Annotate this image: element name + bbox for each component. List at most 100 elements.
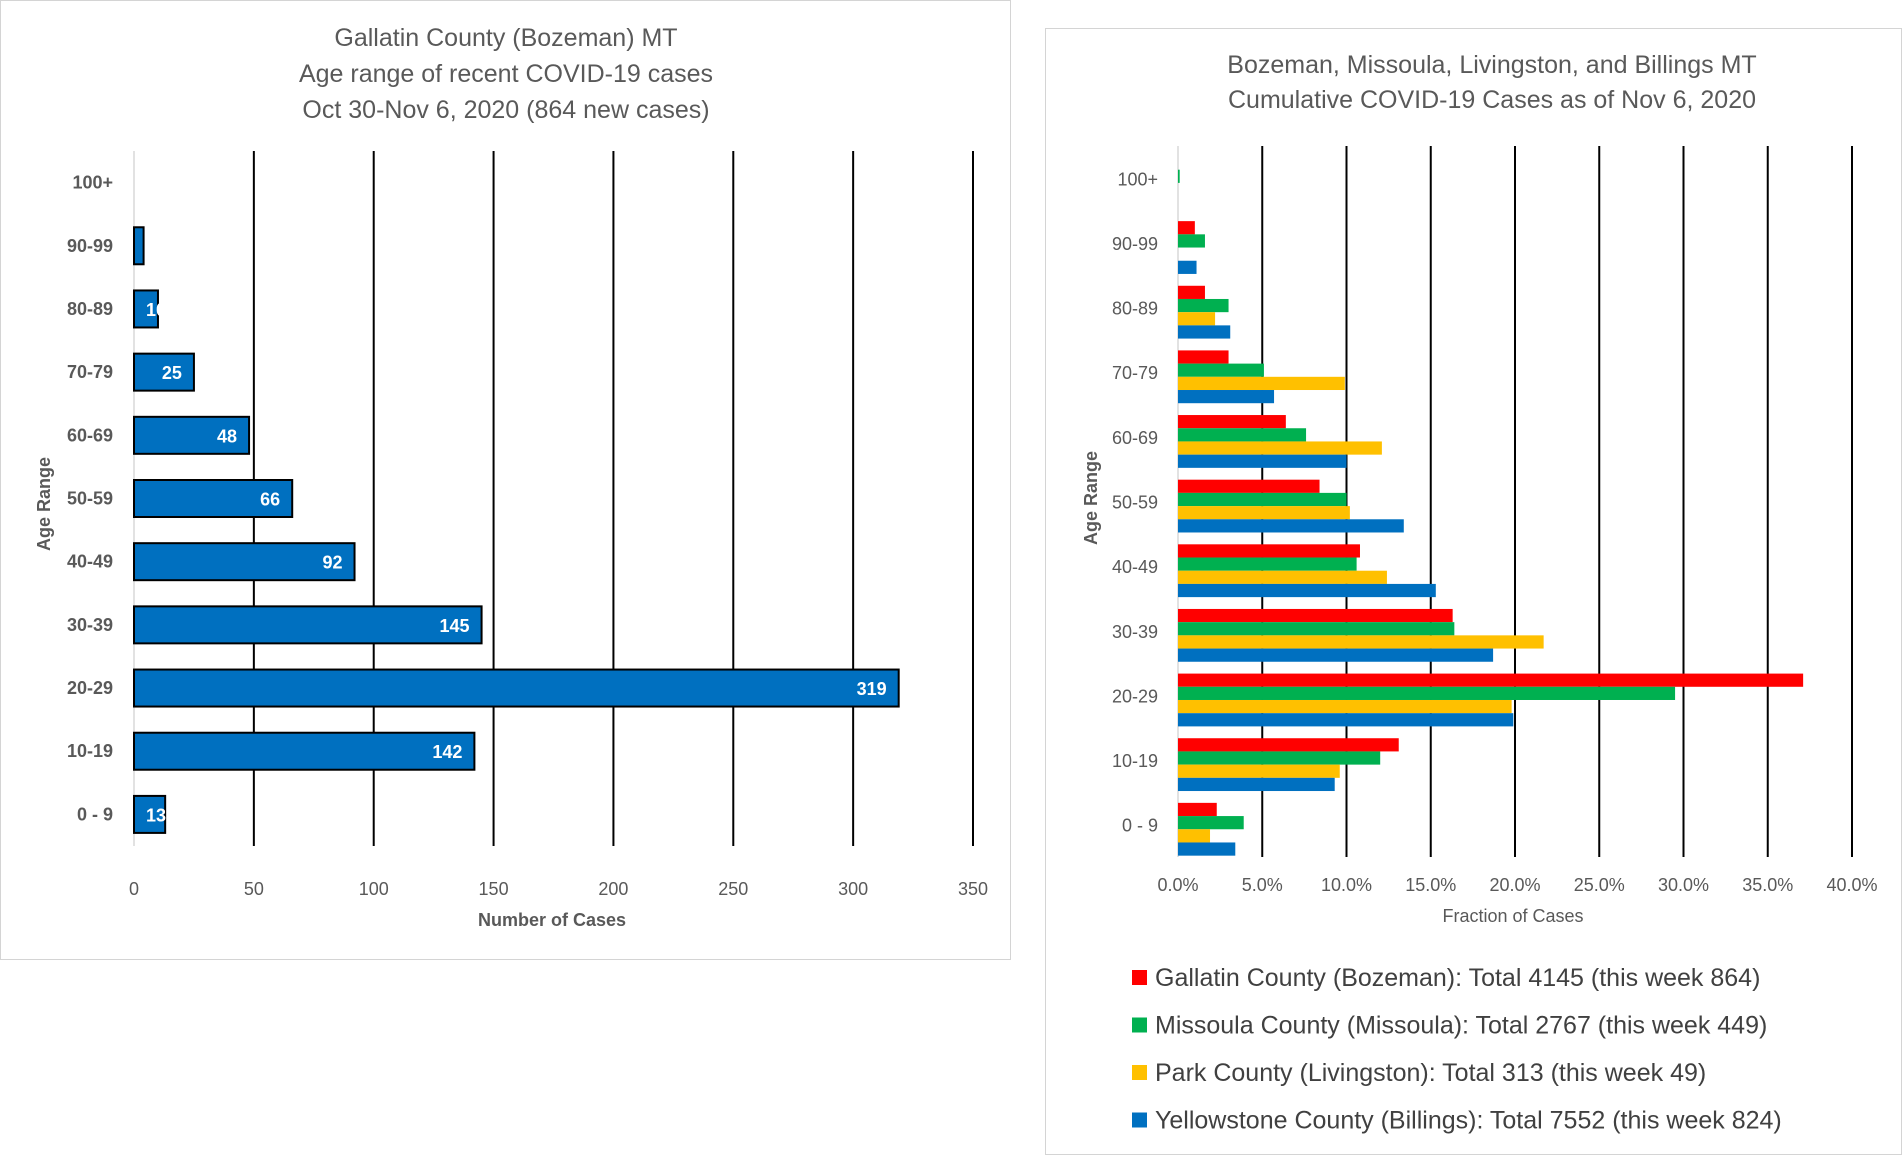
bar (1178, 608, 1453, 623)
x-tick-label: 200 (598, 879, 628, 899)
x-axis-label: Number of Cases (478, 910, 626, 930)
bar (133, 226, 145, 266)
bar (1178, 376, 1345, 391)
bar (1178, 415, 1286, 429)
bar (1178, 325, 1231, 339)
y-category-label: 40-49 (1112, 557, 1158, 577)
bar (1178, 454, 1347, 468)
y-category-label: 20-29 (1112, 686, 1158, 706)
bar (1178, 673, 1804, 687)
x-tick-label: 20.0% (1489, 875, 1540, 895)
bar-value-label: 25 (162, 363, 182, 383)
y-category-label: 80-89 (67, 299, 113, 319)
bar (1178, 764, 1340, 778)
x-tick-label: 40.0% (1826, 875, 1877, 895)
bar (1178, 169, 1180, 183)
bar (133, 731, 476, 771)
y-category-label: 0 - 9 (1122, 816, 1158, 836)
bar-value-label: 145 (440, 616, 470, 636)
y-category-label: 70-79 (67, 362, 113, 382)
bar (1178, 713, 1514, 727)
bar (1178, 312, 1216, 326)
y-category-label: 90-99 (1112, 234, 1158, 254)
x-tick-label: 10.0% (1321, 875, 1372, 895)
bar (1178, 570, 1387, 584)
bar (1178, 816, 1244, 830)
y-category-label: 60-69 (67, 425, 113, 445)
chart-title: Bozeman, Missoula, Livingston, and Billi… (1227, 51, 1756, 79)
y-axis-label: Age Range (34, 457, 54, 551)
chart-title: Gallatin County (Bozeman) MT (334, 24, 677, 52)
legend-swatch (1132, 1112, 1147, 1128)
bar (1178, 686, 1676, 700)
chart-panel-gallatin: Gallatin County (Bozeman) MT Age range o… (0, 0, 1011, 960)
gallatin-age-bar-chart: Gallatin County (Bozeman) MT Age range o… (34, 24, 988, 930)
y-category-label: 90-99 (67, 236, 113, 256)
bar (1178, 363, 1264, 377)
x-tick-label: 150 (479, 879, 509, 899)
bar (1178, 441, 1382, 455)
bar (1178, 428, 1307, 442)
bar (1178, 234, 1205, 248)
x-tick-label: 250 (718, 879, 748, 899)
x-tick-label: 350 (958, 879, 988, 899)
y-category-label: 60-69 (1112, 428, 1158, 448)
bar (1178, 519, 1404, 533)
bar (133, 352, 195, 392)
bar (1178, 506, 1350, 520)
y-axis-label: Age Range (1081, 451, 1101, 545)
bar-value-label: 319 (857, 679, 887, 699)
x-tick-label: 100 (359, 879, 389, 899)
y-category-label: 30-39 (1112, 622, 1158, 642)
bar-value-label: 92 (323, 553, 343, 573)
chart-subtitle-line-1: Age range of recent COVID-19 cases (299, 60, 713, 88)
legend-swatch (1132, 970, 1147, 985)
bar (133, 415, 251, 455)
bar (1178, 557, 1357, 571)
bar (1178, 221, 1195, 235)
y-category-label: 100+ (72, 173, 113, 193)
bar-value-label: 10 (146, 300, 166, 320)
bar (1178, 350, 1229, 364)
bar (1178, 298, 1229, 313)
bar-value-label: 13 (146, 805, 166, 825)
bar (1178, 390, 1275, 404)
bar-value-label: 48 (217, 426, 237, 446)
legend-entry: Gallatin County (Bozeman): Total 4145 (t… (1155, 964, 1760, 992)
four-counties-age-bar-chart: Bozeman, Missoula, Livingston, and Billi… (1081, 51, 1878, 1135)
x-tick-label: 5.0% (1242, 875, 1283, 895)
x-axis-label: Fraction of Cases (1442, 906, 1583, 926)
y-category-label: 40-49 (67, 552, 113, 572)
bar (1178, 285, 1205, 299)
x-tick-label: 25.0% (1574, 875, 1625, 895)
bar (1178, 699, 1512, 714)
bar (1178, 635, 1544, 649)
bar (1178, 544, 1360, 558)
bar (1178, 777, 1335, 792)
bar (133, 289, 159, 329)
bar (1178, 622, 1455, 636)
x-tick-label: 15.0% (1405, 875, 1456, 895)
bar (133, 542, 356, 582)
bar (1178, 751, 1381, 765)
bar (1178, 583, 1436, 598)
bar (133, 479, 294, 518)
legend-entry: Park County (Livingston): Total 313 (thi… (1155, 1059, 1706, 1087)
bar (1178, 829, 1211, 843)
y-category-label: 0 - 9 (77, 804, 113, 824)
bar (1178, 260, 1197, 274)
x-tick-label: 35.0% (1742, 875, 1793, 895)
y-category-label: 80-89 (1112, 299, 1158, 319)
bar-value-label: 66 (260, 490, 280, 510)
y-category-label: 30-39 (67, 615, 113, 635)
bar (1178, 738, 1399, 752)
bar (1178, 648, 1494, 662)
legend-entry: Missoula County (Missoula): Total 2767 (… (1155, 1012, 1767, 1040)
chart-panel-four-counties: Bozeman, Missoula, Livingston, and Billi… (1045, 28, 1902, 1155)
x-tick-label: 0.0% (1157, 875, 1198, 895)
bar (1178, 802, 1217, 817)
bar (133, 668, 900, 708)
x-tick-label: 50 (244, 879, 264, 899)
y-category-label: 20-29 (67, 678, 113, 698)
x-tick-label: 30.0% (1658, 875, 1709, 895)
